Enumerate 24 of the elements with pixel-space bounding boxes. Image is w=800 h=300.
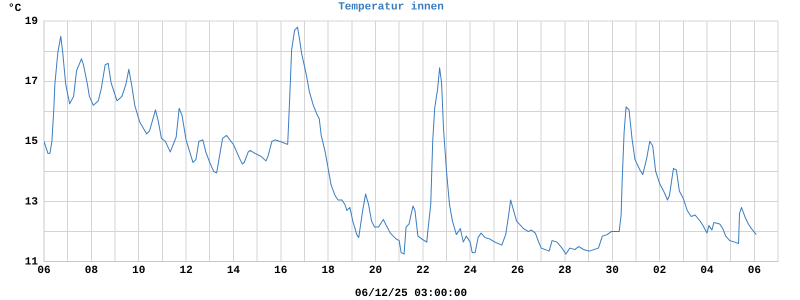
y-axis-title: °C	[8, 2, 22, 15]
x-tick-label: 06	[748, 264, 761, 277]
x-tick-label: 20	[368, 264, 382, 277]
x-tick-label: 10	[132, 264, 146, 277]
x-tick-label: 28	[558, 264, 572, 277]
x-axis-title: 06/12/25 03:00:00	[354, 288, 468, 300]
x-tick-label: 26	[510, 264, 524, 277]
y-tick-label: 13	[24, 196, 38, 208]
x-tick-label: 02	[653, 264, 666, 277]
y-tick-label: 19	[24, 16, 38, 28]
x-tick-label: 16	[274, 264, 288, 277]
y-tick-label: 15	[24, 136, 38, 148]
x-tick-label: 22	[416, 264, 430, 277]
x-tick-label: 14	[226, 264, 240, 277]
y-tick-label: 17	[24, 76, 38, 88]
x-tick-label: 24	[464, 264, 478, 277]
chart-title: Temperatur innen	[338, 1, 444, 14]
x-tick-label: 08	[84, 264, 98, 277]
x-tick-label: 04	[700, 264, 714, 277]
y-tick-label: 11	[24, 256, 38, 268]
x-tick-label: 18	[322, 264, 336, 277]
x-tick-label: 12	[179, 264, 193, 277]
x-tick-label: 06	[37, 264, 51, 277]
x-tick-label: 30	[606, 264, 619, 277]
